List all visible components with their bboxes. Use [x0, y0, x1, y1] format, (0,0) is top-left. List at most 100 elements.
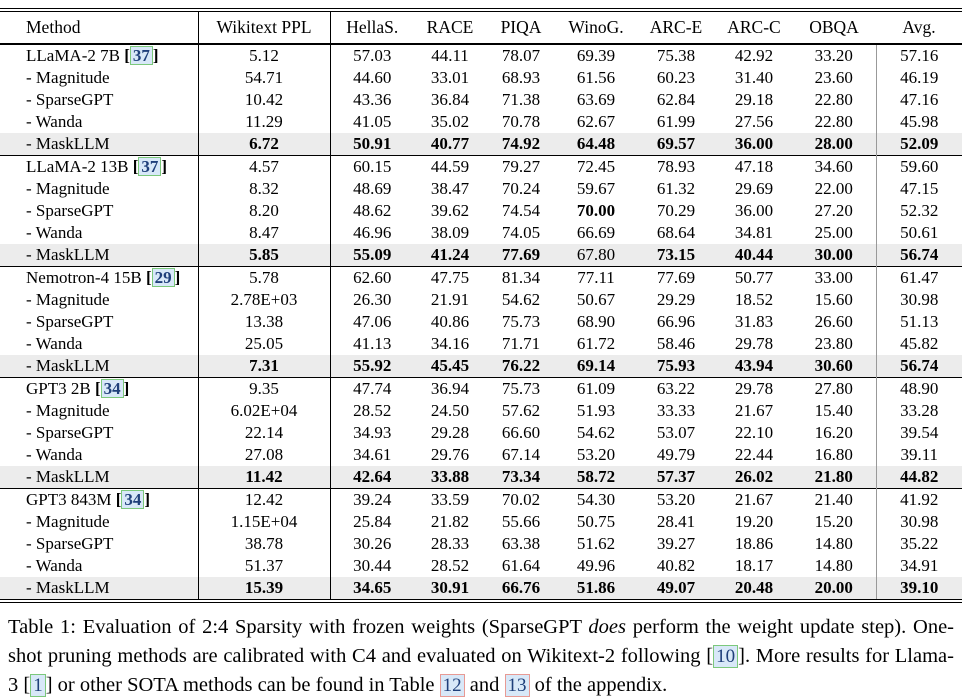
citation-link[interactable]: 34 — [121, 490, 145, 509]
cell-piqa: 78.07 — [501, 46, 541, 65]
cite-bracket: [ — [23, 674, 31, 697]
cell-wikitext-ppl: 11.42 — [198, 466, 331, 489]
cell-obqa: 34.60 — [792, 155, 876, 178]
cell-wikitext-ppl: 11.29 — [198, 111, 331, 133]
cell-hellas: 28.52 — [353, 401, 392, 420]
table-ref-link[interactable]: 12 — [439, 674, 465, 698]
method-row-sparsegpt: - SparseGPT 10.42 43.36 36.84 71.38 63.69 62.8… — [0, 89, 962, 111]
cell-winog: 50.75 — [576, 512, 616, 531]
cell-obqa: 15.20 — [814, 512, 853, 531]
citation-link[interactable]: 37 — [138, 157, 162, 176]
cell-race: 29.28 — [430, 423, 470, 442]
cell-race: 34.16 — [430, 334, 470, 353]
method-label: - SparseGPT — [0, 200, 199, 222]
cell-piqa: 63.38 — [501, 534, 541, 553]
method-label: - Wanda — [0, 333, 199, 355]
cite-bracket: ] — [45, 674, 53, 697]
cell-winog: 68.90 — [576, 312, 616, 331]
cell-avg: 35.22 — [875, 533, 962, 555]
cell-arc-c: 36.00 — [734, 201, 774, 220]
model-label: GPT3 843M [34] — [0, 488, 199, 511]
cell-hellas: 47.06 — [353, 312, 392, 331]
cell-piqa: 74.92 — [486, 133, 556, 156]
cell-winog: 77.11 — [556, 266, 636, 289]
cell-piqa: 70.24 — [501, 179, 541, 198]
cell-avg: 33.28 — [875, 400, 962, 422]
cell-hellas: 50.91 — [330, 133, 414, 156]
cell-winog: 51.86 — [556, 577, 636, 601]
cell-arc-c: 29.78 — [716, 377, 792, 400]
cell-arc-c: 21.67 — [716, 488, 792, 511]
method-row-magnitude: - Magnitude 2.78E+03 26.30 21.91 54.62 50.67 2… — [0, 289, 962, 311]
cell-winog: 69.14 — [556, 355, 636, 378]
method-label: - SparseGPT — [0, 311, 199, 333]
cell-arc-c: 20.48 — [716, 577, 792, 601]
cell-avg: 52.09 — [875, 133, 962, 156]
cell-avg: 57.16 — [875, 44, 962, 67]
cell-piqa: 61.64 — [501, 556, 541, 575]
cell-avg: 44.82 — [875, 466, 962, 489]
model-name: LLaMA-2 13B — [26, 157, 133, 176]
cite-bracket: ] — [144, 490, 151, 509]
cell-obqa: 15.40 — [814, 401, 853, 420]
results-table: Method Wikitext PPL HellaS. RACE PIQA WinoG. A… — [0, 8, 962, 603]
cell-wikitext-ppl: 5.85 — [198, 244, 331, 267]
cell-wikitext-ppl: 13.38 — [198, 311, 331, 333]
cell-race: 36.84 — [430, 90, 470, 109]
method-label: - MaskLLM — [0, 355, 199, 378]
citation-link[interactable]: 37 — [129, 46, 153, 65]
cell-obqa: 30.00 — [792, 244, 876, 267]
cell-arc-e: 77.69 — [636, 266, 716, 289]
cell-wikitext-ppl: 54.71 — [198, 67, 331, 89]
cell-arc-c: 50.77 — [716, 266, 792, 289]
citation-link[interactable]: 10 — [713, 645, 739, 669]
cell-arc-e: 29.29 — [656, 290, 696, 309]
cell-piqa: 70.02 — [486, 488, 556, 511]
cell-arc-c: 36.00 — [716, 133, 792, 156]
cell-obqa: 14.80 — [814, 534, 853, 553]
cell-winog: 58.72 — [556, 466, 636, 489]
cell-obqa: 22.80 — [814, 112, 853, 131]
cell-race: 40.86 — [430, 312, 470, 331]
citation-link[interactable]: 1 — [30, 674, 46, 698]
cell-winog: 72.45 — [556, 155, 636, 178]
column-header-method: Method — [0, 10, 199, 44]
cell-wikitext-ppl: 5.12 — [198, 44, 331, 67]
cell-obqa: 21.80 — [792, 466, 876, 489]
cell-arc-e: 62.84 — [656, 90, 696, 109]
cell-piqa: 74.05 — [501, 223, 541, 242]
cell-arc-e: 28.41 — [656, 512, 696, 531]
cell-obqa: 16.20 — [814, 423, 853, 442]
cell-race: 39.62 — [430, 201, 470, 220]
cell-hellas: 57.03 — [353, 46, 392, 65]
method-label: - MaskLLM — [0, 577, 199, 601]
citation-link[interactable]: 29 — [151, 268, 175, 287]
cell-arc-e: 53.20 — [636, 488, 716, 511]
cell-wikitext-ppl: 9.35 — [198, 377, 331, 400]
cell-obqa: 28.00 — [792, 133, 876, 156]
cell-hellas: 44.60 — [353, 68, 392, 87]
header-row: Method Wikitext PPL HellaS. RACE PIQA WinoG. A… — [0, 10, 962, 44]
method-label: - Wanda — [0, 555, 199, 577]
method-label: - SparseGPT — [0, 533, 199, 555]
cell-piqa: 79.27 — [486, 155, 556, 178]
model-name: GPT3 843M — [26, 490, 116, 509]
method-row-sparsegpt: - SparseGPT 38.78 30.26 28.33 63.38 51.62 39.2… — [0, 533, 962, 555]
method-label: - SparseGPT — [0, 422, 199, 444]
cell-wikitext-ppl: 15.39 — [198, 577, 331, 601]
cell-hellas: 48.69 — [353, 179, 392, 198]
model-label: GPT3 2B [34] — [0, 377, 199, 400]
cell-wikitext-ppl: 38.78 — [198, 533, 331, 555]
method-row-sparsegpt: - SparseGPT 22.14 34.93 29.28 66.60 54.62 53.0… — [0, 422, 962, 444]
cell-obqa: 22.80 — [814, 90, 853, 109]
method-label: - Magnitude — [0, 67, 199, 89]
cite-bracket: [ — [132, 157, 139, 176]
citation-link[interactable]: 34 — [100, 379, 124, 398]
method-row-magnitude: - Magnitude 1.15E+04 25.84 21.82 55.66 50.75 2… — [0, 511, 962, 533]
table-ref-link[interactable]: 13 — [504, 674, 530, 698]
method-row-sparsegpt: - SparseGPT 13.38 47.06 40.86 75.73 68.90 66.9… — [0, 311, 962, 333]
column-header-winog: WinoG. — [568, 17, 624, 37]
cell-arc-e: 58.46 — [656, 334, 696, 353]
cell-piqa: 66.76 — [486, 577, 556, 601]
cell-winog: 69.39 — [576, 46, 616, 65]
